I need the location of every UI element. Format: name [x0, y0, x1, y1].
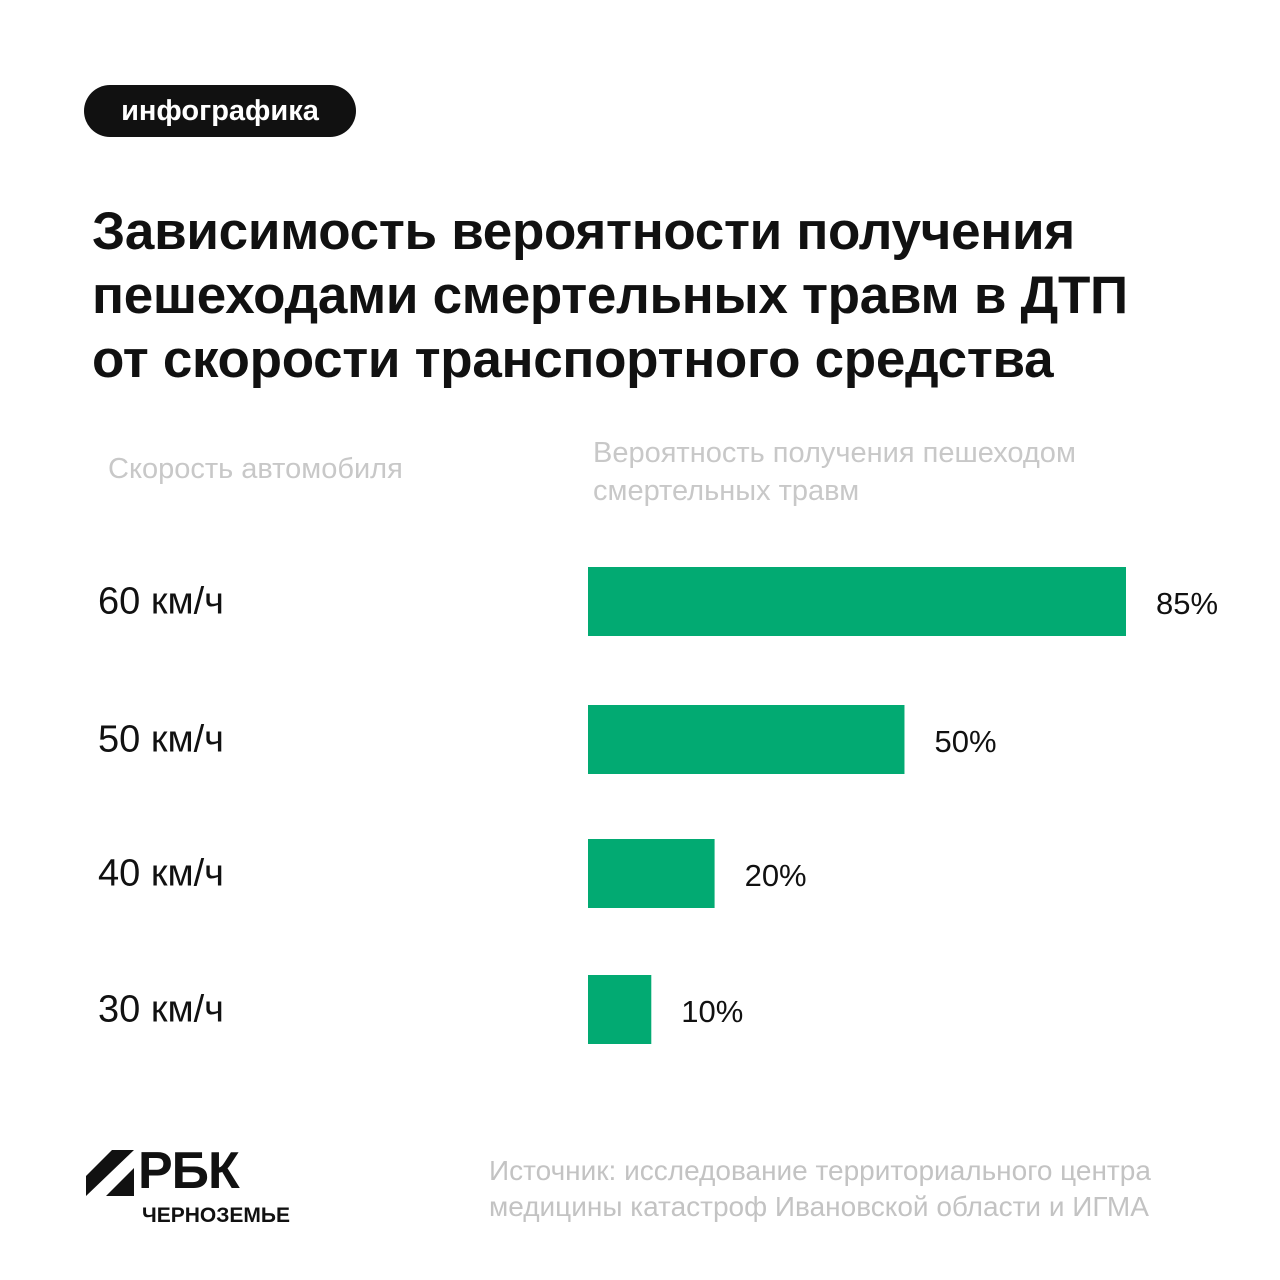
category-label: 60 км/ч [98, 581, 224, 623]
source-note: Источник: исследование территориального … [489, 1153, 1229, 1225]
source-line: Источник: исследование территориального … [489, 1155, 1151, 1186]
logo-subtitle: ЧЕРНОЗЕМЬЕ [142, 1204, 291, 1227]
title-line: Зависимость вероятности получения [92, 202, 1075, 261]
value-label: 20% [745, 858, 807, 893]
probability-header-line: Вероятность получения пешеходом [593, 437, 1076, 469]
title-line: пешеходами смертельных травм в ДТП [92, 266, 1128, 325]
rbc-logo: РБК ЧЕРНОЗЕМЬЕ [86, 1142, 316, 1228]
logo-wordmark: РБК [138, 1142, 240, 1200]
value-label: 85% [1156, 586, 1218, 621]
value-label: 10% [681, 994, 743, 1029]
speed-column-header: Скорость автомобиля [108, 453, 403, 485]
chart-title: Зависимость вероятности получения пешехо… [92, 200, 1242, 392]
category-label: 50 км/ч [98, 719, 224, 761]
probability-header-line: смертельных травм [593, 475, 860, 507]
bar-3 [588, 975, 652, 1044]
bar-0 [588, 567, 1126, 636]
category-label: 30 км/ч [98, 989, 224, 1031]
bar-2 [588, 839, 715, 908]
probability-column-header: Вероятность получения пешеходом смертель… [593, 434, 1193, 510]
category-label: 40 км/ч [98, 853, 224, 895]
infographic-tag: инфографика [84, 85, 356, 137]
source-line: медицины катастроф Ивановской области и … [489, 1191, 1149, 1222]
bar-1 [588, 705, 905, 774]
rbc-slash-icon [86, 1150, 134, 1196]
title-line: от скорости транспортного средства [92, 330, 1054, 389]
value-label: 50% [934, 724, 996, 759]
